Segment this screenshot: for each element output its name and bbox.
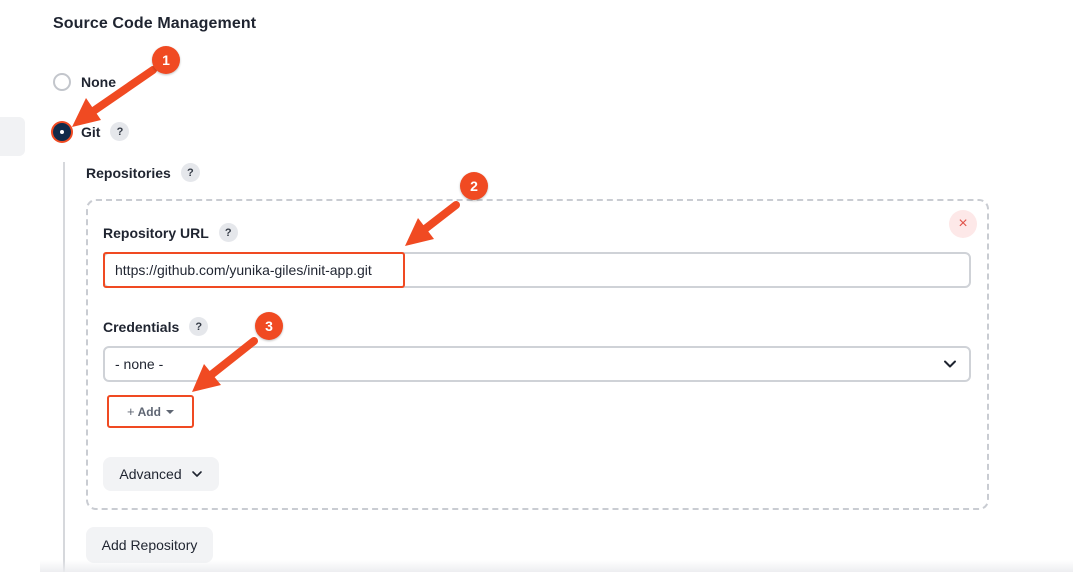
annotation-badge-3: 3 — [255, 312, 283, 340]
plus-icon: + — [127, 404, 135, 419]
add-credentials-label: Add — [137, 404, 161, 419]
credentials-help-icon[interactable]: ? — [189, 317, 209, 336]
repository-url-label: Repository URL — [103, 224, 209, 241]
delete-repository-button[interactable]: × — [949, 210, 977, 238]
repositories-label-row: Repositories ? — [86, 163, 200, 182]
chevron-down-icon — [944, 360, 956, 368]
annotation-badge-1: 1 — [152, 46, 180, 74]
repository-url-input[interactable] — [103, 252, 971, 288]
repository-url-label-row: Repository URL ? — [103, 223, 238, 242]
repository-container — [86, 199, 989, 510]
section-title: Source Code Management — [53, 15, 257, 32]
credentials-selected-value: - none - — [115, 356, 164, 372]
side-nav-item[interactable] — [0, 117, 25, 156]
bottom-bar-shadow — [40, 560, 1073, 572]
radio-option-git[interactable]: Git ? — [53, 122, 130, 141]
credentials-select[interactable]: - none - — [103, 346, 971, 382]
radio-git-label: Git — [81, 123, 101, 140]
git-section-indent-line — [63, 162, 65, 572]
credentials-label-row: Credentials ? — [103, 317, 209, 336]
repository-url-help-icon[interactable]: ? — [218, 223, 238, 242]
chevron-down-icon — [191, 471, 202, 477]
add-repository-label: Add Repository — [101, 537, 198, 553]
advanced-button[interactable]: Advanced — [103, 457, 219, 491]
repositories-label: Repositories — [86, 164, 171, 181]
radio-git[interactable] — [53, 122, 71, 141]
add-credentials-button[interactable]: + Add — [107, 395, 194, 428]
caret-down-icon — [165, 409, 174, 414]
advanced-label: Advanced — [119, 466, 182, 482]
annotation-badge-2: 2 — [460, 172, 488, 200]
radio-none-label: None — [81, 74, 116, 90]
add-repository-button[interactable]: Add Repository — [86, 527, 213, 563]
git-help-icon[interactable]: ? — [110, 122, 130, 141]
credentials-label: Credentials — [103, 318, 180, 335]
close-icon: × — [958, 215, 968, 232]
repositories-help-icon[interactable]: ? — [180, 163, 200, 182]
radio-option-none[interactable]: None — [53, 73, 116, 91]
radio-none[interactable] — [53, 73, 71, 91]
